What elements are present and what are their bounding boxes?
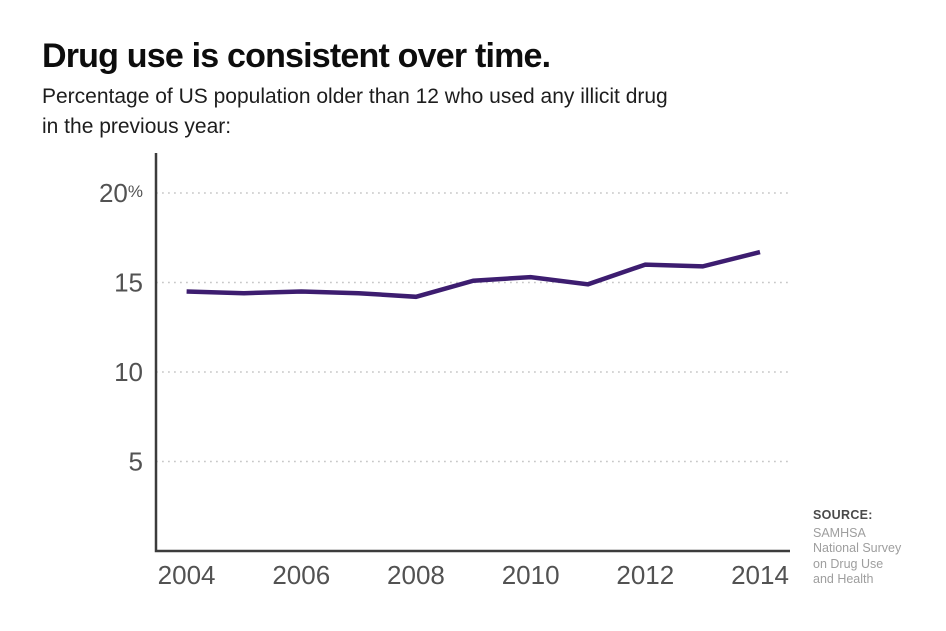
x-tick-label: 2010: [502, 560, 560, 590]
source-block: SOURCE: SAMHSA National Survey on Drug U…: [813, 508, 938, 588]
y-tick-label: 5: [129, 447, 143, 477]
x-tick-label: 2012: [616, 560, 674, 590]
source-line-1: SAMHSA: [813, 525, 866, 540]
chart-subtitle-line-2: in the previous year:: [42, 115, 232, 138]
x-tick-label: 2014: [731, 560, 789, 590]
y-tick-label: 15: [114, 268, 143, 298]
source-line-3: on Drug Use: [813, 556, 884, 571]
axes: [154, 153, 790, 553]
source-line-2: National Survey: [813, 541, 902, 555]
data-line: [186, 249, 761, 300]
y-tick-label: 20%: [99, 178, 143, 208]
source-label: SOURCE:: [813, 508, 873, 522]
chart-title: Drug use is consistent over time.: [42, 37, 551, 75]
x-tick-label: 2004: [158, 560, 216, 590]
source-line-4: and Health: [813, 572, 874, 586]
chart-subtitle: Percentage of US population older than 1…: [42, 82, 668, 142]
y-tick-label: 10: [114, 357, 143, 387]
chart-subtitle-line-1: Percentage of US population older than 1…: [42, 85, 668, 108]
x-tick-label: 2006: [272, 560, 330, 590]
x-tick-label: 2008: [387, 560, 445, 590]
